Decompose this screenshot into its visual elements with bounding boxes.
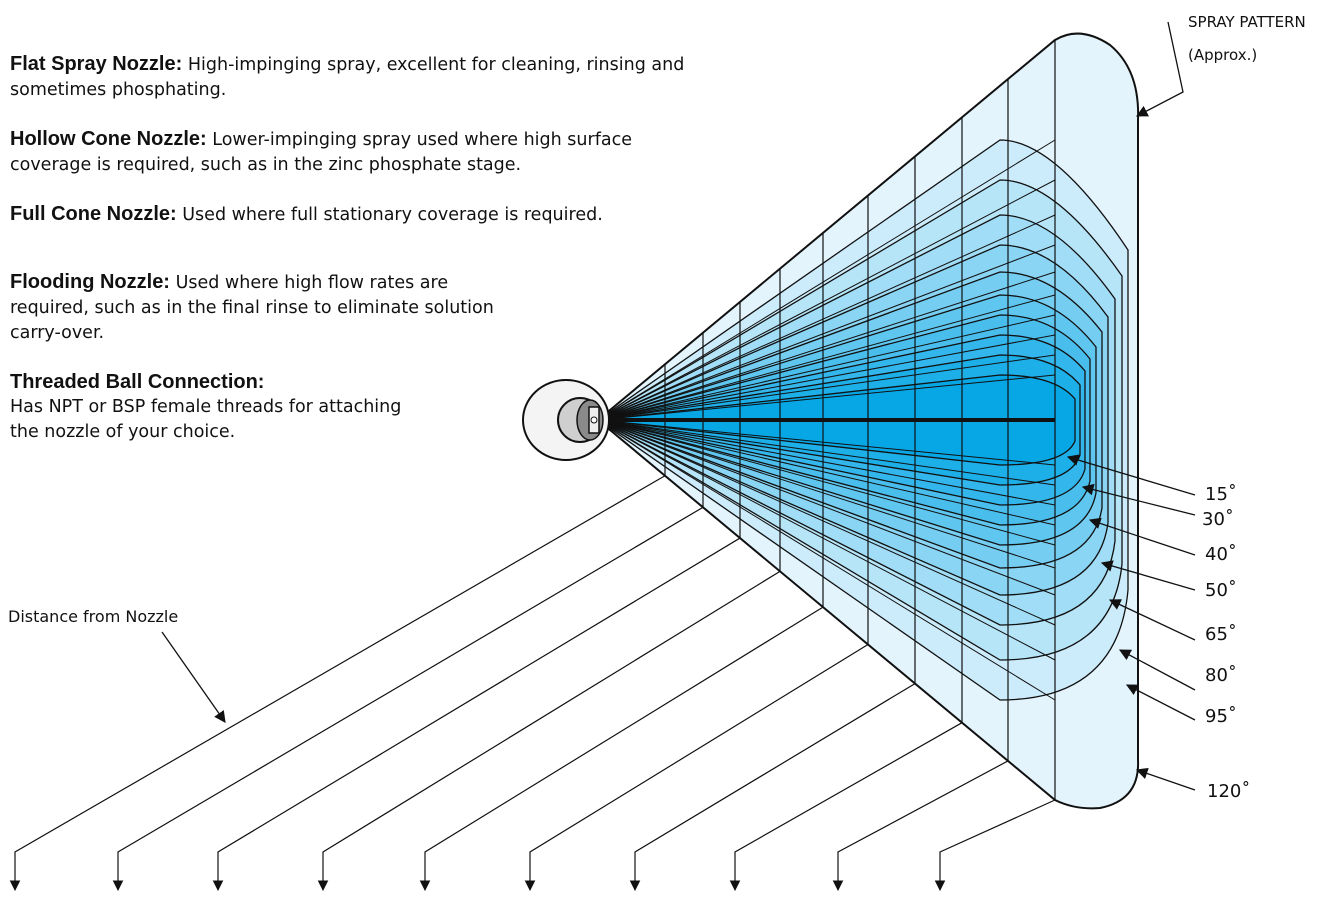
- distance-label: Distance from Nozzle: [8, 607, 178, 626]
- spray-ray: [597, 354, 1056, 421]
- spray-ray: [597, 244, 1056, 421]
- spray-ray: [597, 419, 1056, 486]
- spray-ray: [597, 314, 1056, 421]
- hollow-cone-description: Hollow Cone Nozzle: Lower-impinging spra…: [10, 127, 690, 178]
- flat-spray-title: Flat Spray Nozzle:: [10, 53, 183, 75]
- spray-pattern-label: SPRAY PATTERN: [1188, 13, 1306, 31]
- hollow-cone-text: Lower-impinging spray used where high su…: [10, 130, 632, 175]
- threaded-ball-text: Has NPT or BSP female threads for attach…: [10, 397, 402, 442]
- spray-ray: [597, 419, 1056, 569]
- angle-pointer-arrow: [1135, 767, 1196, 791]
- spray-ray: [597, 214, 1056, 421]
- spray-ray: [597, 179, 1056, 421]
- angle-pointer-arrow: [1066, 454, 1196, 496]
- angle-label: 120˚: [1207, 781, 1250, 802]
- flooding-text: Used where high flow rates are required,…: [10, 273, 494, 343]
- spray-pattern-pointer-arrow: [1135, 21, 1184, 117]
- angle-label: 40˚: [1205, 544, 1237, 565]
- spray-ray: [597, 419, 1056, 701]
- angle-pointer-arrows: [1066, 454, 1196, 791]
- angle-label: 50˚: [1205, 580, 1237, 601]
- spray-rays: [597, 139, 1056, 701]
- distance-leader-arrow: [9, 475, 666, 892]
- distance-leader-arrow: [729, 722, 963, 892]
- angle-pointer-arrow: [1100, 560, 1196, 591]
- angle-pointer-arrow: [1118, 649, 1196, 691]
- angle-pointer-arrow: [1088, 517, 1196, 556]
- angle-pointer-arrow: [1108, 599, 1196, 641]
- full-cone-title: Full Cone Nozzle:: [10, 203, 177, 225]
- flooding-title: Flooding Nozzle:: [10, 271, 170, 293]
- angle-label: 30˚: [1202, 509, 1234, 530]
- spray-ray: [597, 139, 1056, 421]
- angle-labels: 15˚ 30˚ 40˚ 50˚ 65˚ 80˚ 95˚ 120˚: [1202, 484, 1250, 802]
- distance-leader-arrow: [629, 683, 916, 892]
- flat-spray-text: High-impinging spray, excellent for clea…: [10, 55, 685, 100]
- flooding-description: Flooding Nozzle: Used where high flow ra…: [10, 270, 510, 346]
- spray-ray: [597, 294, 1056, 421]
- hollow-cone-title: Hollow Cone Nozzle:: [10, 128, 207, 150]
- spray-ray: [597, 419, 1056, 596]
- distance-leader-arrow: [419, 606, 824, 892]
- spray-ray: [597, 374, 1056, 421]
- full-cone-description: Full Cone Nozzle: Used where full statio…: [10, 202, 620, 228]
- threaded-ball-nozzle: [522, 379, 610, 461]
- spray-ray: [597, 419, 1056, 526]
- threaded-ball-description: Threaded Ball Connection: Has NPT or BSP…: [10, 370, 410, 445]
- spray-ray: [597, 419, 1056, 546]
- distance-leader-arrow: [524, 643, 869, 892]
- angle-pointer-arrow: [1081, 483, 1196, 516]
- distance-leader-arrow: [212, 537, 741, 892]
- distance-pointer-arrow: [161, 631, 226, 723]
- spray-ray: [597, 334, 1056, 421]
- distance-leader-arrow: [317, 570, 781, 892]
- distance-leader-arrow: [934, 799, 1056, 892]
- threaded-ball-title: Threaded Ball Connection:: [10, 371, 265, 393]
- flat-spray-description: Flat Spray Nozzle: High-impinging spray,…: [10, 52, 690, 103]
- spray-ray: [597, 419, 1056, 626]
- distance-leader-lines: [9, 475, 1056, 892]
- angle-label: 15˚: [1205, 484, 1237, 505]
- angle-label: 95˚: [1205, 706, 1237, 727]
- angle-label: 65˚: [1205, 624, 1237, 645]
- angle-pointer-arrow: [1125, 684, 1196, 721]
- angle-label: 80˚: [1205, 665, 1237, 686]
- spray-ray: [597, 419, 1056, 506]
- distance-leader-arrow: [832, 760, 1009, 892]
- spray-pattern-approx-label: (Approx.): [1188, 46, 1257, 64]
- spray-ray: [597, 419, 1056, 466]
- distance-leader-arrow: [112, 506, 704, 892]
- spray-ray: [597, 271, 1056, 421]
- spray-ray: [597, 419, 1056, 661]
- full-cone-text: Used where full stationary coverage is r…: [182, 205, 603, 225]
